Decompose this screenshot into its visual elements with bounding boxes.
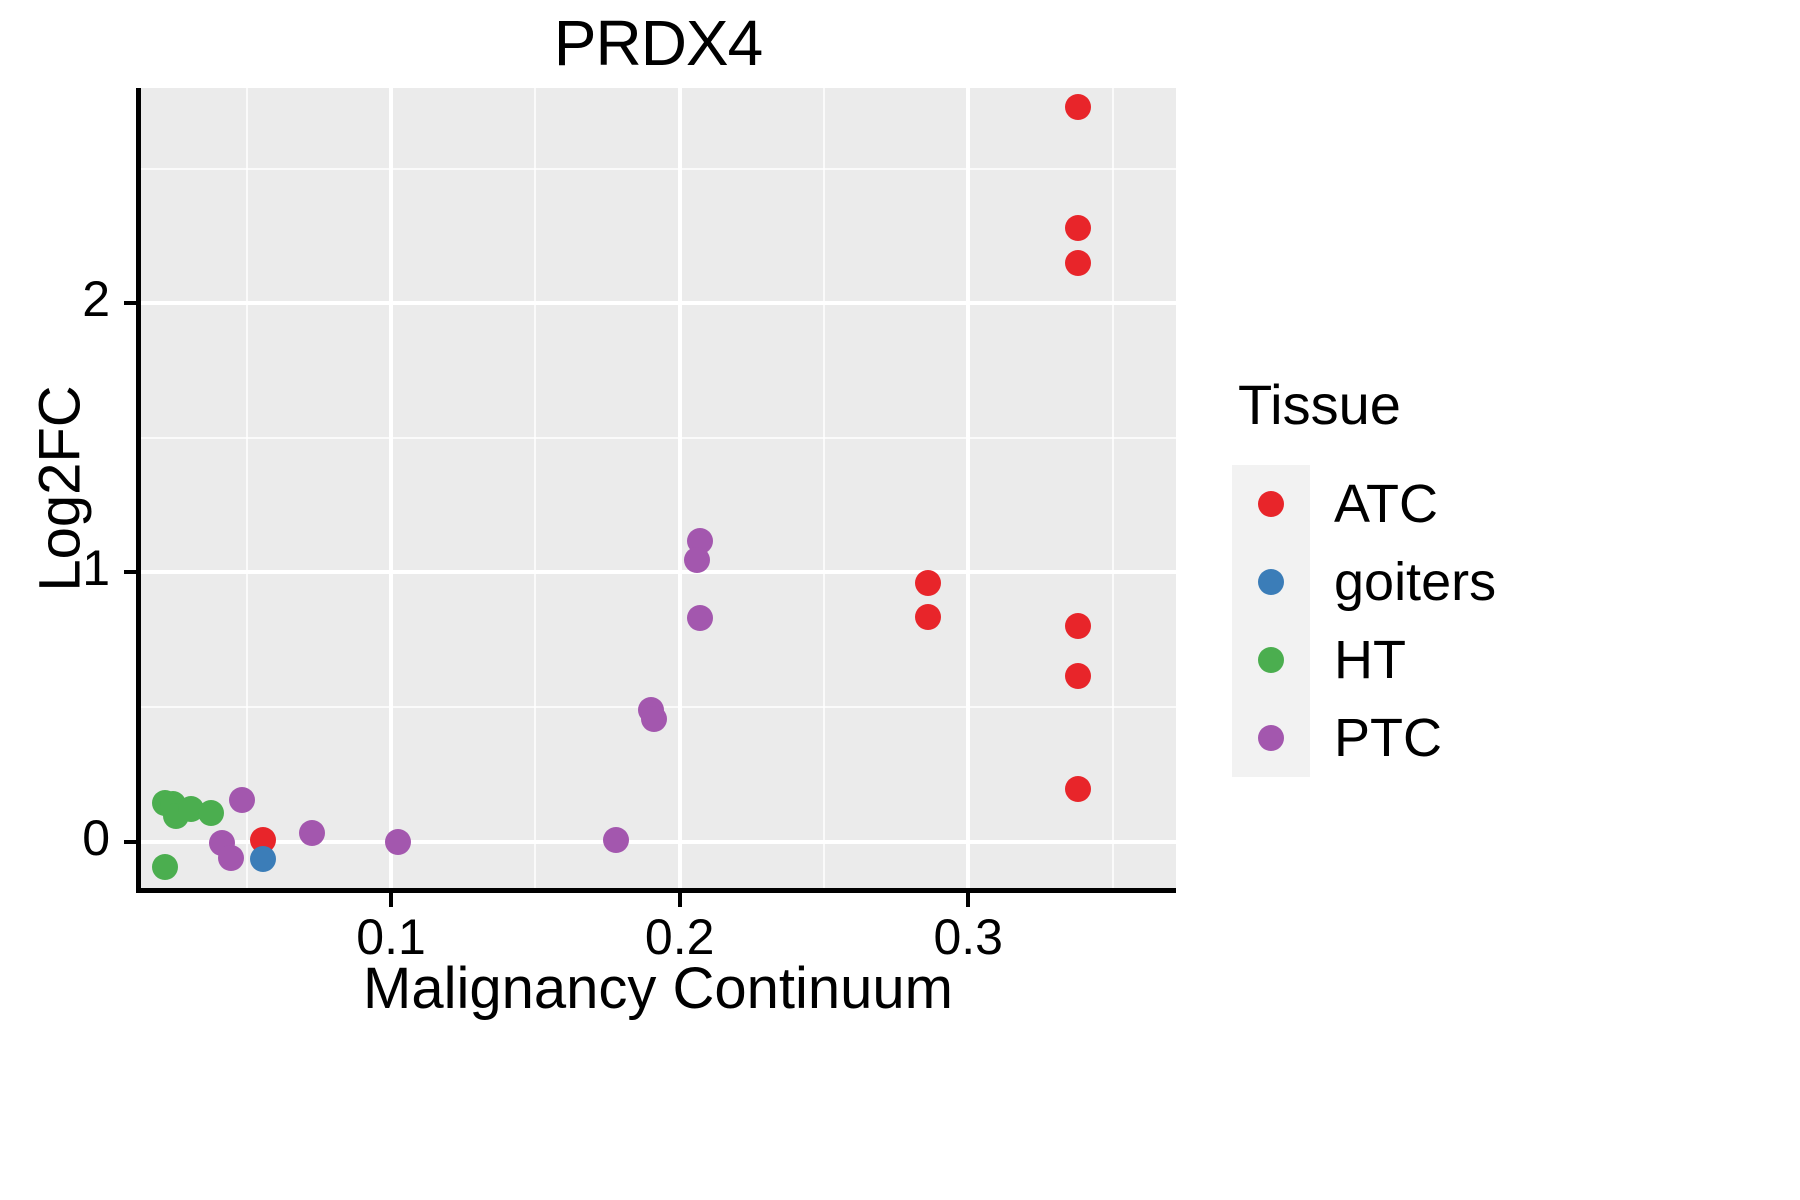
gridline-major-vertical: [677, 88, 682, 890]
gridline-minor-horizontal: [140, 436, 1176, 439]
page-title: PRDX4: [553, 7, 763, 79]
gridline-minor-vertical: [534, 88, 537, 890]
x-tick-mark: [389, 893, 394, 907]
gridline-major-horizontal: [140, 839, 1176, 844]
gridline-minor-vertical: [245, 88, 248, 890]
legend-key-swatch: [1232, 543, 1310, 621]
legend-title: Tissue: [1238, 373, 1401, 436]
data-point: [686, 605, 713, 632]
y-tick-mark: [124, 301, 136, 306]
data-point: [1064, 249, 1091, 276]
data-point: [683, 547, 710, 574]
y-axis-line: [136, 88, 141, 890]
data-point: [298, 820, 325, 847]
y-tick-label: 0: [82, 809, 110, 866]
data-point: [151, 854, 178, 881]
x-axis-label: Malignancy Continuum: [363, 956, 953, 1021]
y-tick-mark: [124, 570, 136, 575]
legend-point-icon: [1258, 569, 1284, 595]
x-tick-label: 0.1: [356, 909, 426, 965]
data-point: [603, 827, 630, 854]
legend-item-label: goiters: [1334, 552, 1497, 612]
gridline-major-vertical: [966, 88, 971, 890]
x-tick-mark: [677, 893, 682, 907]
legend-key-swatch: [1232, 465, 1310, 543]
data-point: [914, 603, 941, 630]
gridline-minor-vertical: [822, 88, 825, 890]
legend-item-label: PTC: [1334, 708, 1442, 768]
data-point: [229, 786, 256, 813]
x-tick-mark: [966, 893, 971, 907]
data-point: [1064, 663, 1091, 690]
legend-point-icon: [1258, 725, 1284, 751]
x-tick-label: 0.2: [644, 909, 715, 965]
data-point: [217, 844, 244, 871]
data-point: [1064, 93, 1091, 120]
data-point: [197, 800, 224, 827]
legend-item-label: HT: [1334, 630, 1406, 690]
legend-point-icon: [1258, 491, 1284, 517]
x-tick-label: 0.3: [933, 909, 1003, 965]
gridline-major-vertical: [389, 88, 394, 890]
legend-item-ptc[interactable]: PTC: [1232, 699, 1632, 777]
plot-panel: [140, 88, 1176, 890]
legend-key-swatch: [1232, 621, 1310, 699]
legend-item-atc[interactable]: ATC: [1232, 465, 1632, 543]
data-point: [385, 828, 412, 855]
gridline-major-horizontal: [140, 570, 1176, 575]
gridline-major-horizontal: [140, 301, 1176, 306]
gridline-minor-vertical: [1111, 88, 1114, 890]
y-tick-label: 2: [82, 271, 110, 328]
x-axis-line: [136, 888, 1176, 893]
data-point: [1064, 214, 1091, 241]
data-point: [1064, 776, 1091, 803]
y-tick-label: 1: [82, 540, 110, 597]
y-axis-label: Log2FC: [27, 385, 93, 592]
legend-item-label: ATC: [1334, 474, 1438, 534]
legend-entries: ATC goiters HT PTC: [1232, 465, 1632, 777]
legend-point-icon: [1258, 647, 1284, 673]
legend-key-swatch: [1232, 699, 1310, 777]
data-point: [249, 846, 276, 873]
legend-item-goiters[interactable]: goiters: [1232, 543, 1632, 621]
gridline-minor-horizontal: [140, 167, 1176, 170]
legend: Tissue ATC goiters HT PTC: [1232, 372, 1632, 777]
y-tick-mark: [124, 839, 136, 844]
legend-item-ht[interactable]: HT: [1232, 621, 1632, 699]
data-point: [914, 570, 941, 597]
data-point: [1064, 613, 1091, 640]
data-point: [640, 706, 667, 733]
